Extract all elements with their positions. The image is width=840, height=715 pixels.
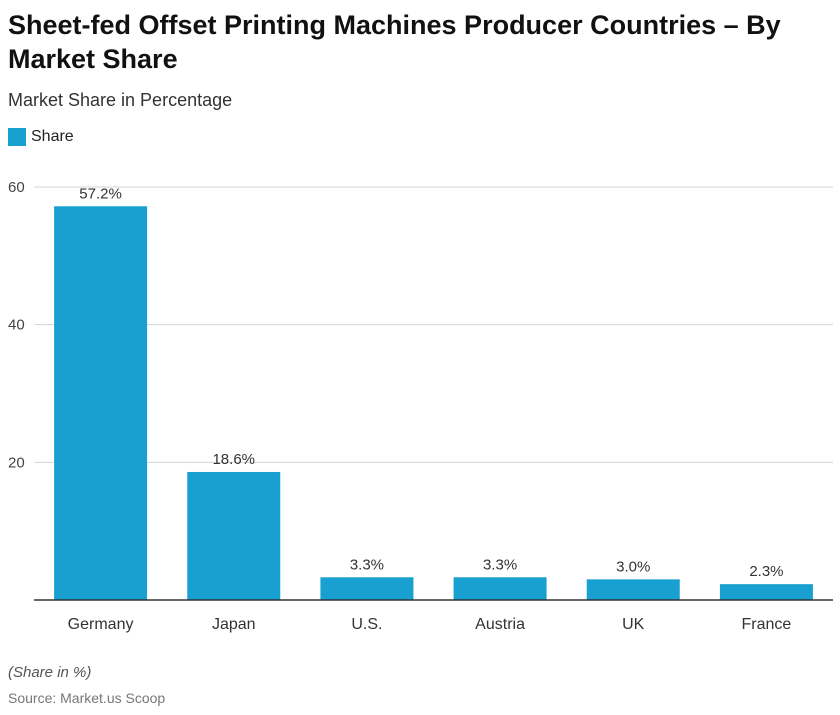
chart-source: Source: Market.us Scoop xyxy=(8,690,166,706)
x-tick-label: Austria xyxy=(475,616,525,633)
x-tick-label: France xyxy=(742,616,792,633)
bar-austria xyxy=(453,577,547,600)
chart-title: Sheet-fed Offset Printing Machines Produ… xyxy=(8,10,781,74)
bar-uk xyxy=(586,579,680,600)
data-label: 3.3% xyxy=(483,556,517,573)
y-tick-label: 20 xyxy=(8,454,25,471)
bar-germany xyxy=(54,206,148,601)
x-tick-label: UK xyxy=(622,616,645,633)
data-label: 57.2% xyxy=(79,185,122,202)
legend-label: Share xyxy=(31,128,74,145)
x-tick-label: Japan xyxy=(212,616,256,633)
chart-note: (Share in %) xyxy=(8,664,92,681)
bar-japan xyxy=(187,471,281,600)
legend-swatch xyxy=(8,128,26,146)
data-label: 18.6% xyxy=(212,451,255,468)
chart-subtitle: Market Share in Percentage xyxy=(8,90,233,110)
data-label: 3.0% xyxy=(616,558,650,575)
legend: Share xyxy=(8,128,74,146)
data-label: 3.3% xyxy=(350,556,384,573)
x-tick-label: Germany xyxy=(68,616,134,633)
y-tick-label: 60 xyxy=(8,179,25,196)
bar-us xyxy=(320,577,414,600)
x-tick-label: U.S. xyxy=(351,616,382,633)
data-label: 2.3% xyxy=(749,563,783,580)
y-tick-label: 40 xyxy=(8,317,25,334)
bar-france xyxy=(719,584,813,600)
